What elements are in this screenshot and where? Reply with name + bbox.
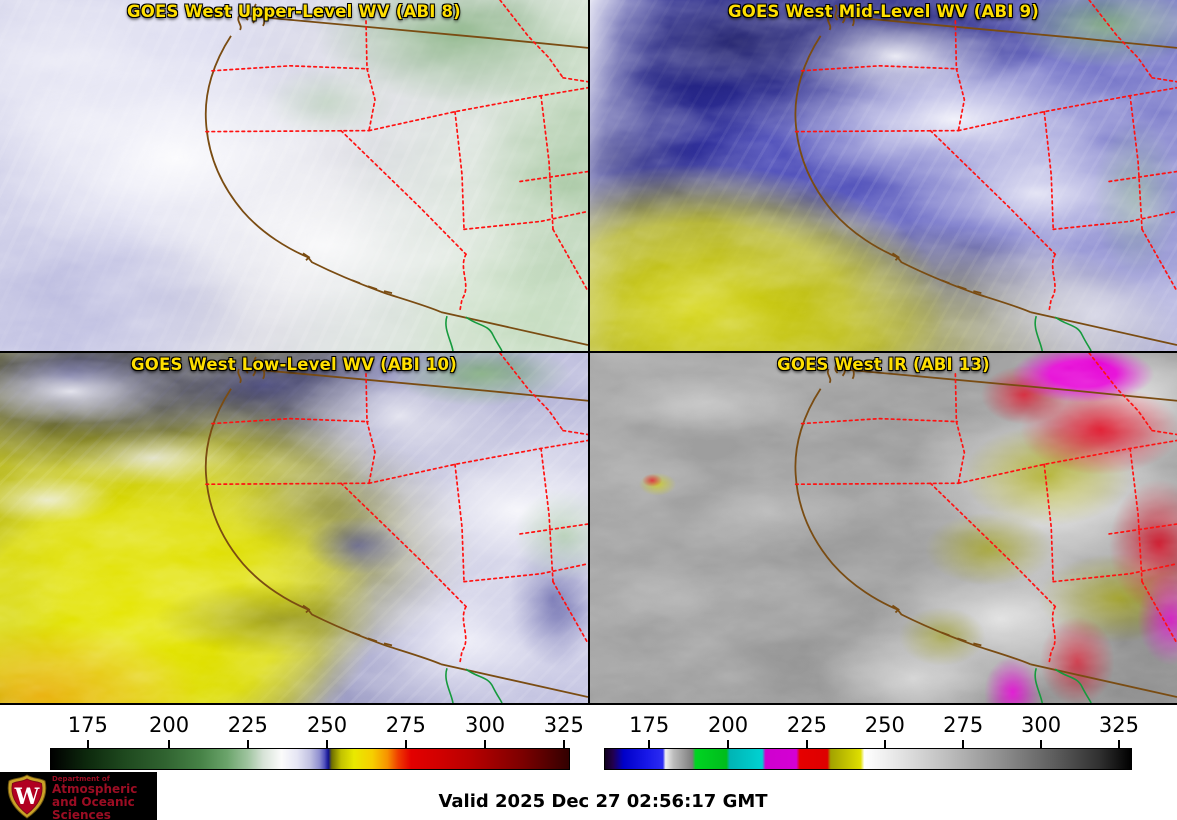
logo-text: Department of Atmospheric and Oceanic Sc… (52, 775, 157, 820)
tick-mark (484, 740, 487, 748)
tick-label: 275 (385, 713, 426, 737)
uw-crest-icon: W (7, 774, 47, 819)
mid-level-wv-imagery (590, 0, 1177, 351)
tick-mark (727, 740, 730, 748)
panel-title-low-wv: GOES West Low-Level WV (ABI 10) (131, 355, 457, 374)
tick-label: 175 (629, 713, 670, 737)
tick-label: 300 (1021, 713, 1062, 737)
panel-title-mid-wv: GOES West Mid-Level WV (ABI 9) (727, 2, 1040, 21)
tick-mark (805, 740, 808, 748)
panel-low-level-wv: GOES West Low-Level WV (ABI 10) (0, 353, 588, 703)
tick-label: 275 (943, 713, 984, 737)
wv-temperature-colorbar: 175 200 225 250 275 300 325 (50, 713, 584, 770)
tick-label: 250 (864, 713, 905, 737)
tick-mark (168, 740, 171, 748)
uw-aos-logo: W Department of Atmospheric and Oceanic … (0, 772, 157, 820)
logo-oceanic-line: and Oceanic Sciences (52, 794, 135, 820)
tick-label: 225 (227, 713, 268, 737)
logo-dept-line: Department of (52, 775, 110, 783)
tick-mark (1117, 740, 1120, 748)
tick-label: 175 (67, 713, 108, 737)
panel-upper-level-wv: GOES West Upper-Level WV (ABI 8) (0, 0, 588, 351)
footer: 175 200 225 250 275 300 325 175 200 225 … (0, 705, 1177, 820)
tick-mark (962, 740, 965, 748)
panel-title-ir: GOES West IR (ABI 13) (777, 355, 990, 374)
tick-label: 325 (1098, 713, 1139, 737)
low-level-wv-imagery (0, 353, 588, 703)
tick-mark (326, 740, 329, 748)
tick-label: 200 (708, 713, 749, 737)
tick-label: 200 (149, 713, 190, 737)
tick-mark (1040, 740, 1043, 748)
tick-mark (404, 740, 407, 748)
tick-label: 325 (543, 713, 584, 737)
satellite-panel-grid: GOES West Upper-Level WV (ABI 8) GOES We… (0, 0, 1177, 705)
panel-title-upper-wv: GOES West Upper-Level WV (ABI 8) (127, 2, 461, 21)
ir-temperature-colorbar: 175 200 225 250 275 300 325 (604, 713, 1139, 770)
valid-timestamp: Valid 2025 Dec 27 02:56:17 GMT (438, 791, 768, 812)
panel-ir: GOES West IR (ABI 13) (590, 353, 1177, 703)
tick-label: 300 (465, 713, 506, 737)
svg-text:W: W (14, 784, 40, 810)
tick-mark (883, 740, 886, 748)
tick-label: 225 (786, 713, 828, 737)
panel-mid-level-wv: GOES West Mid-Level WV (ABI 9) (590, 0, 1177, 351)
upper-level-wv-imagery (0, 0, 588, 351)
logo-atmospheric-line: Atmospheric (52, 782, 138, 797)
tick-mark (86, 740, 89, 748)
tick-mark (562, 740, 565, 748)
tick-mark (648, 740, 651, 748)
ir-imagery (590, 353, 1177, 703)
tick-mark (246, 740, 249, 748)
tick-label: 250 (307, 713, 348, 737)
